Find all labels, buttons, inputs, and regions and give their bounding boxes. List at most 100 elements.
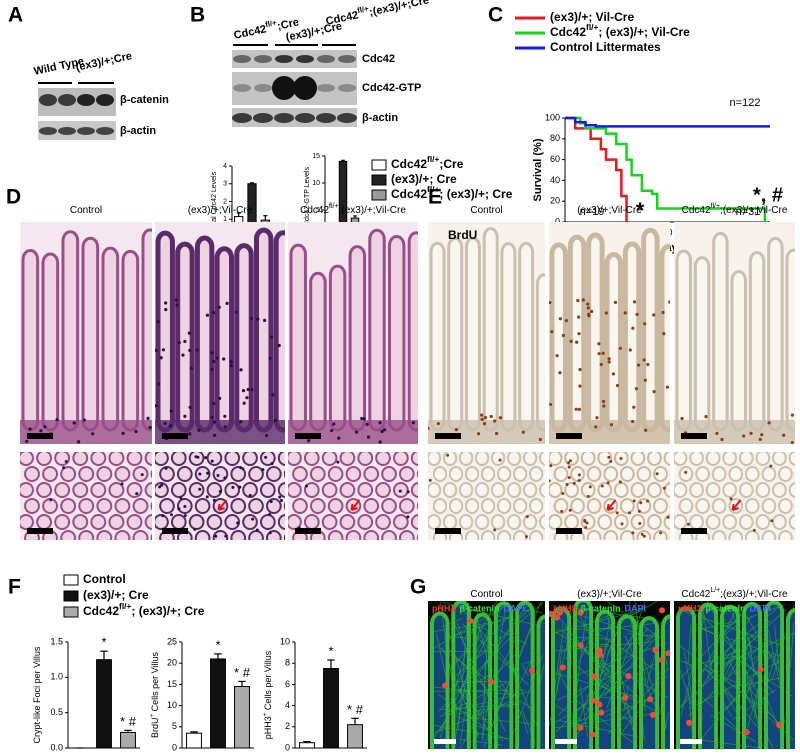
stained-nucleus xyxy=(28,427,32,431)
bar xyxy=(186,732,202,749)
y-tick-label: 40 xyxy=(550,175,560,185)
villus-section xyxy=(188,482,205,498)
villus-section xyxy=(72,514,89,530)
stained-nucleus xyxy=(264,455,268,459)
villus-section xyxy=(653,466,668,482)
phh3-cell xyxy=(591,697,598,704)
membrane xyxy=(677,609,787,710)
membrane xyxy=(635,602,646,711)
membrane xyxy=(580,686,589,738)
stained-nucleus xyxy=(239,420,243,424)
blot-band xyxy=(316,113,336,123)
phh3-cell xyxy=(757,666,764,673)
stained-nucleus xyxy=(366,435,371,439)
villus-section xyxy=(126,514,143,530)
blot-band xyxy=(275,55,293,63)
stained-nucleus xyxy=(635,312,639,317)
villus-section xyxy=(96,466,113,482)
villus-section xyxy=(170,482,187,498)
villus-section xyxy=(303,514,320,530)
stained-nucleus xyxy=(164,301,168,305)
villus-section xyxy=(339,452,356,466)
annotation: n=122 xyxy=(730,97,761,109)
stained-nucleus xyxy=(211,311,216,315)
y-tick-label: 15 xyxy=(312,153,320,160)
villus xyxy=(21,249,40,432)
legend-label-part: (ex3)/+; Cre xyxy=(391,172,457,186)
villus-section xyxy=(506,452,522,466)
villus-section xyxy=(416,501,418,511)
villus xyxy=(604,251,623,433)
villus-section xyxy=(647,452,662,466)
lane-label: (ex3)/+;Cre xyxy=(75,50,133,74)
y-axis-label: Crypt-like Foci per Villus xyxy=(32,646,42,743)
stained-nucleus xyxy=(615,511,619,515)
stained-nucleus xyxy=(587,312,591,316)
membrane xyxy=(483,722,496,741)
bar xyxy=(120,731,136,749)
column-label-part: (ex3)/+;Vil-Cre xyxy=(577,589,642,600)
stained-nucleus xyxy=(643,378,647,382)
stained-nucleus xyxy=(336,460,340,464)
panel-letter: D xyxy=(6,186,21,209)
membrane xyxy=(566,642,667,679)
villus xyxy=(785,248,795,432)
villus-section xyxy=(597,514,613,530)
stained-nucleus xyxy=(631,531,635,535)
legend-label-part: Control xyxy=(83,572,126,586)
stained-nucleus xyxy=(210,459,214,463)
stained-nucleus xyxy=(164,466,168,470)
stained-nucleus xyxy=(155,348,158,352)
column-label: Control xyxy=(70,205,102,216)
membrane xyxy=(721,610,725,630)
blot-band xyxy=(272,76,296,100)
column-label-part: ;(ex3)/+;Vil-Cre xyxy=(339,205,407,216)
stained-nucleus xyxy=(586,306,591,310)
villus xyxy=(536,614,545,749)
stained-nucleus xyxy=(223,425,227,429)
stained-nucleus xyxy=(632,499,636,503)
annotation: *, # xyxy=(753,184,783,206)
blot-band xyxy=(77,94,95,106)
stain-label: β-catenin xyxy=(706,603,746,613)
villus-section xyxy=(321,514,338,530)
stained-nucleus xyxy=(406,515,410,519)
villus-section xyxy=(283,533,285,540)
y-tick-label: 1 xyxy=(223,216,227,223)
villus-section xyxy=(738,514,754,530)
stained-nucleus xyxy=(558,371,562,375)
villus-section xyxy=(126,482,143,498)
villus-section xyxy=(159,498,175,514)
stained-nucleus xyxy=(583,519,587,523)
membrane xyxy=(723,632,795,665)
stained-nucleus xyxy=(637,509,641,513)
stained-nucleus xyxy=(210,415,214,419)
villus-section xyxy=(549,482,563,498)
column-label-part: Cdc42 xyxy=(681,589,710,600)
villus-section xyxy=(410,452,418,466)
villus-section xyxy=(529,466,544,482)
villus-section xyxy=(586,466,602,482)
villus-section xyxy=(288,482,302,498)
membrane xyxy=(492,652,518,678)
column-label: Cdc42fl/+;(ex3)/+;Vil-Cre xyxy=(300,203,406,215)
y-tick-label: 15 xyxy=(167,679,177,689)
scale-bar xyxy=(435,528,461,534)
bar xyxy=(234,686,250,749)
stained-nucleus xyxy=(25,439,29,443)
lane-label: Cdc42fl/+;(ex3)/+;Cre xyxy=(324,0,430,28)
stained-nucleus xyxy=(304,484,308,488)
stained-nucleus xyxy=(495,431,499,436)
villus xyxy=(429,241,446,432)
villus-section xyxy=(114,498,131,514)
stained-nucleus xyxy=(607,360,611,364)
y-tick-label: 4 xyxy=(223,163,227,170)
phh3-cell xyxy=(685,719,692,726)
villus-section xyxy=(114,466,131,482)
stained-nucleus xyxy=(720,437,724,442)
phh3-cell xyxy=(776,721,783,728)
villus-section xyxy=(570,466,585,482)
stained-nucleus xyxy=(549,300,552,305)
villus xyxy=(786,607,795,749)
membrane xyxy=(435,633,447,677)
